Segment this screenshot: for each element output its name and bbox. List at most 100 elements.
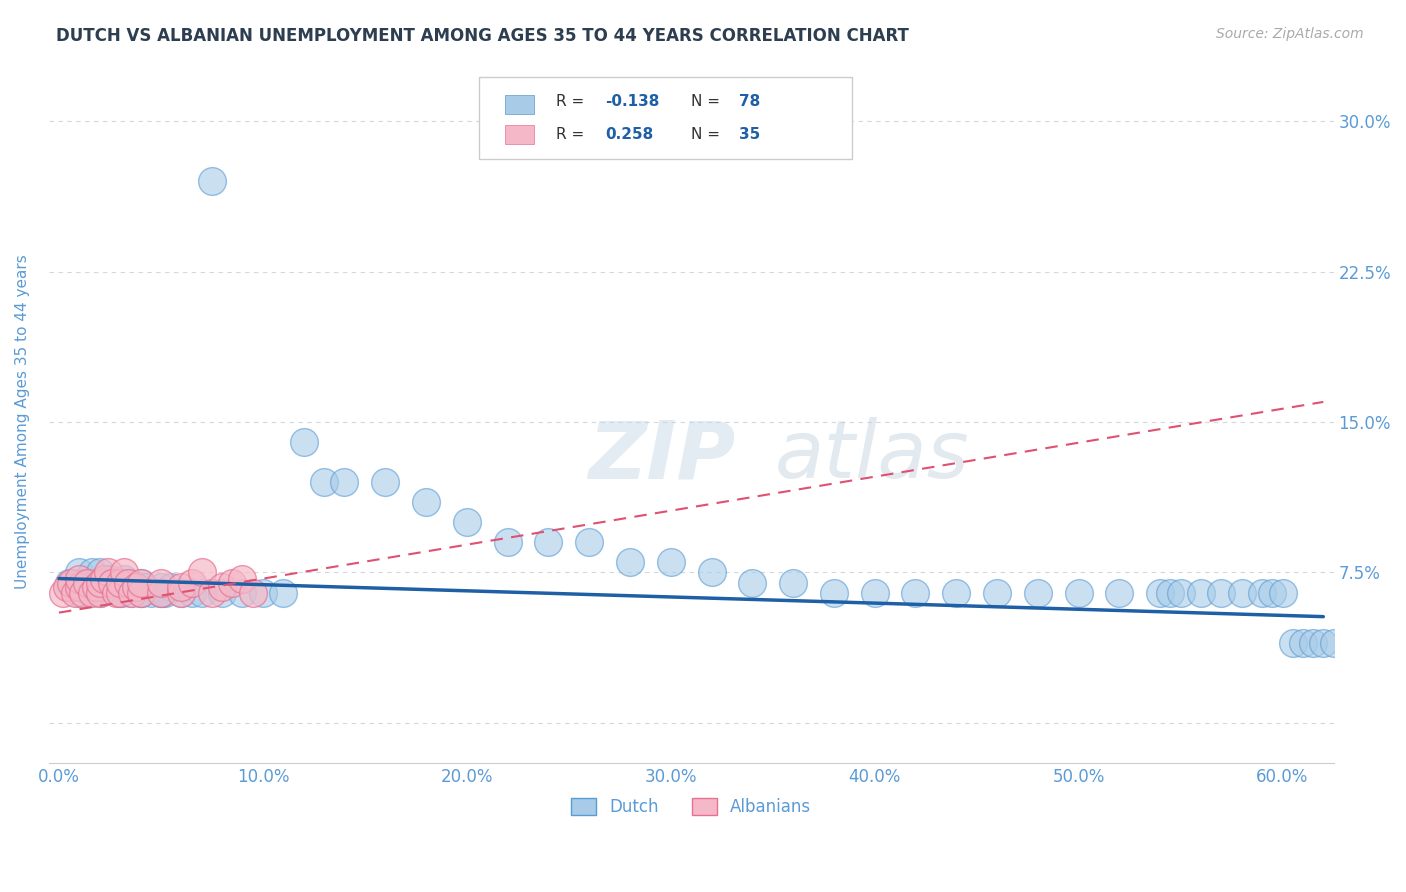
- Point: [1322, 636, 1344, 650]
- Point: [231, 585, 253, 599]
- Point: [1159, 585, 1181, 599]
- Point: [312, 475, 335, 490]
- FancyBboxPatch shape: [479, 78, 852, 160]
- Point: [1271, 585, 1294, 599]
- Point: [112, 580, 135, 594]
- Point: [112, 572, 135, 586]
- Point: [93, 575, 115, 590]
- Point: [1281, 636, 1303, 650]
- Point: [89, 585, 111, 599]
- Point: [160, 580, 183, 594]
- Point: [120, 585, 142, 599]
- Point: [1170, 585, 1192, 599]
- Text: 78: 78: [738, 95, 759, 110]
- Point: [105, 585, 128, 599]
- Point: [56, 580, 79, 594]
- Point: [578, 535, 600, 549]
- Point: [211, 585, 233, 599]
- Point: [945, 585, 967, 599]
- Point: [65, 585, 87, 599]
- Point: [496, 535, 519, 549]
- Text: 35: 35: [738, 128, 759, 143]
- Point: [170, 580, 193, 594]
- Point: [134, 580, 156, 594]
- Point: [782, 575, 804, 590]
- Point: [1149, 585, 1171, 599]
- Point: [60, 575, 83, 590]
- Point: [333, 475, 356, 490]
- Point: [67, 580, 90, 594]
- Point: [1026, 585, 1049, 599]
- Point: [180, 585, 202, 599]
- Point: [149, 575, 172, 590]
- Text: -0.138: -0.138: [605, 95, 659, 110]
- Point: [1108, 585, 1130, 599]
- Point: [93, 572, 115, 586]
- Point: [89, 575, 111, 590]
- Point: [67, 572, 90, 586]
- Text: DUTCH VS ALBANIAN UNEMPLOYMENT AMONG AGES 35 TO 44 YEARS CORRELATION CHART: DUTCH VS ALBANIAN UNEMPLOYMENT AMONG AGE…: [56, 27, 910, 45]
- Point: [659, 556, 682, 570]
- Point: [863, 585, 886, 599]
- Point: [108, 575, 131, 590]
- Point: [211, 580, 233, 594]
- Point: [89, 575, 111, 590]
- Point: [120, 575, 142, 590]
- Legend: Dutch, Albanians: Dutch, Albanians: [564, 791, 818, 823]
- Point: [80, 585, 103, 599]
- Point: [52, 585, 75, 599]
- Point: [149, 585, 172, 599]
- Point: [231, 572, 253, 586]
- Point: [271, 585, 294, 599]
- Point: [72, 575, 94, 590]
- Point: [58, 575, 80, 590]
- Point: [1189, 585, 1212, 599]
- Point: [89, 585, 111, 599]
- Point: [537, 535, 560, 549]
- Point: [201, 585, 224, 599]
- Point: [121, 585, 143, 599]
- Point: [986, 585, 1008, 599]
- Point: [112, 566, 135, 580]
- Point: [129, 585, 152, 599]
- Point: [190, 566, 212, 580]
- Text: R =: R =: [557, 128, 595, 143]
- Point: [67, 585, 90, 599]
- Point: [84, 580, 107, 594]
- Point: [125, 580, 148, 594]
- Point: [1067, 585, 1090, 599]
- Point: [221, 575, 243, 590]
- Point: [149, 585, 172, 599]
- Text: N =: N =: [692, 95, 725, 110]
- Point: [1312, 636, 1334, 650]
- Y-axis label: Unemployment Among Ages 35 to 44 years: Unemployment Among Ages 35 to 44 years: [15, 254, 30, 590]
- Point: [108, 575, 131, 590]
- Point: [904, 585, 927, 599]
- Point: [741, 575, 763, 590]
- Point: [242, 585, 264, 599]
- Point: [76, 575, 98, 590]
- Point: [80, 566, 103, 580]
- Point: [117, 575, 139, 590]
- Point: [619, 556, 641, 570]
- Point: [89, 566, 111, 580]
- Point: [105, 575, 128, 590]
- Text: ZIP: ZIP: [588, 417, 735, 495]
- Point: [139, 585, 162, 599]
- Point: [1261, 585, 1284, 599]
- Point: [79, 585, 101, 599]
- Point: [823, 585, 845, 599]
- Point: [190, 585, 212, 599]
- Point: [72, 585, 94, 599]
- Point: [108, 585, 131, 599]
- Point: [67, 566, 90, 580]
- Point: [170, 585, 193, 599]
- Point: [1211, 585, 1233, 599]
- Point: [149, 580, 172, 594]
- Point: [1251, 585, 1274, 599]
- Point: [129, 585, 152, 599]
- Point: [108, 585, 131, 599]
- Point: [292, 435, 315, 450]
- Point: [129, 575, 152, 590]
- FancyBboxPatch shape: [505, 95, 534, 114]
